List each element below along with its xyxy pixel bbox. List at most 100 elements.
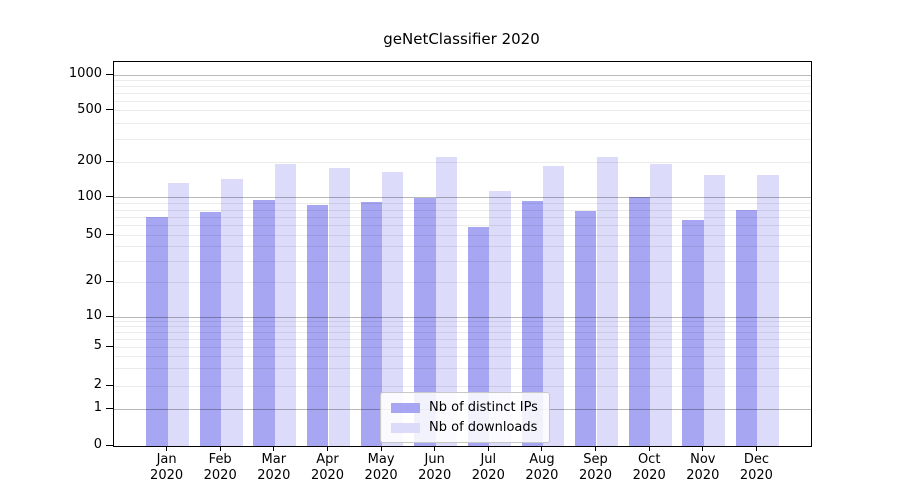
gridline-minor xyxy=(114,356,811,358)
gridline-minor xyxy=(114,86,811,88)
gridline-minor xyxy=(114,338,811,340)
y-tick-mark xyxy=(106,280,113,282)
bar-distinct-ips-jan xyxy=(146,217,168,446)
y-tick-label: 100 xyxy=(77,188,102,204)
y-tick-mark xyxy=(106,407,113,409)
gridline-minor xyxy=(114,203,811,205)
y-tick-mark xyxy=(106,315,113,317)
y-tick-label: 10 xyxy=(85,308,102,324)
gridline-minor xyxy=(114,80,811,82)
legend-swatch-downloads xyxy=(391,422,420,433)
gridline-major xyxy=(114,197,811,199)
legend-entry-distinct-ips: Nb of distinct IPs xyxy=(391,399,538,416)
bar-distinct-ips-sep xyxy=(575,210,597,446)
x-tick-mark xyxy=(166,446,168,451)
x-tick-mark xyxy=(327,446,328,451)
bars-layer xyxy=(114,62,811,446)
bar-downloads-aug xyxy=(542,166,565,446)
bar-distinct-ips-mar xyxy=(253,199,275,446)
x-tick-mark xyxy=(434,446,436,451)
y-tick-label: 0 xyxy=(93,437,102,452)
legend-entry-downloads: Nb of downloads xyxy=(391,419,538,436)
gridline-minor xyxy=(114,161,811,163)
legend-swatch-distinct-ips xyxy=(391,402,420,413)
chart-title: geNetClassifier 2020 xyxy=(383,30,540,48)
bar-distinct-ips-nov xyxy=(682,219,704,446)
x-tick-label-mar: Mar 2020 xyxy=(257,452,291,483)
bar-distinct-ips-jul xyxy=(467,226,490,446)
gridline-minor xyxy=(114,209,811,211)
y-tick-label: 1000 xyxy=(68,66,102,82)
gridline-minor xyxy=(114,321,811,323)
x-tick-mark xyxy=(595,446,596,451)
grid-layer xyxy=(114,62,811,446)
gridline-minor xyxy=(114,326,811,328)
x-tick-label-feb: Feb 2020 xyxy=(203,452,237,483)
legend-label-distinct-ips: Nb of distinct IPs xyxy=(429,400,538,415)
y-tick-mark xyxy=(106,109,113,111)
y-tick-mark xyxy=(106,444,113,446)
bar-downloads-sep xyxy=(596,156,618,446)
x-tick-mark xyxy=(541,446,543,451)
bar-downloads-dec xyxy=(757,175,779,446)
bar-distinct-ips-dec xyxy=(736,210,758,446)
x-tick-label-jul: Jul 2020 xyxy=(471,452,505,483)
x-tick-mark xyxy=(648,446,650,451)
y-tick-label: 50 xyxy=(85,226,102,242)
y-tick-mark xyxy=(106,345,113,347)
gridline-minor xyxy=(114,332,811,333)
bar-downloads-nov xyxy=(703,175,726,446)
bar-distinct-ips-apr xyxy=(307,204,329,446)
gridline-minor xyxy=(114,368,811,370)
x-tick-mark xyxy=(273,446,275,451)
gridline-minor xyxy=(114,216,811,218)
plot-area: Nb of distinct IPs Nb of downloads xyxy=(113,61,812,447)
gridline-minor xyxy=(114,100,811,102)
y-tick-mark xyxy=(106,234,113,235)
gridline-minor xyxy=(114,261,811,262)
gridline-minor xyxy=(114,122,811,124)
bar-distinct-ips-feb xyxy=(199,212,222,446)
y-tick-label: 500 xyxy=(77,101,102,117)
y-tick-label: 20 xyxy=(85,273,102,289)
legend-label-downloads: Nb of downloads xyxy=(429,420,538,435)
bar-distinct-ips-oct xyxy=(628,197,651,446)
gridline-minor xyxy=(114,225,811,227)
bar-downloads-jun xyxy=(435,156,458,446)
bar-downloads-jan xyxy=(167,182,189,446)
gridline-minor xyxy=(114,235,811,236)
gridline-minor xyxy=(114,246,811,248)
y-tick-mark xyxy=(106,384,113,386)
x-tick-mark xyxy=(380,446,382,451)
y-tick-label: 1 xyxy=(93,400,102,415)
bar-downloads-apr xyxy=(328,168,350,446)
bar-downloads-feb xyxy=(221,178,243,446)
x-tick-label-nov: Nov 2020 xyxy=(686,452,720,483)
bar-downloads-may xyxy=(382,172,404,446)
x-tick-label-apr: Apr 2020 xyxy=(310,452,345,483)
legend: Nb of distinct IPs Nb of downloads xyxy=(380,392,550,443)
x-tick-label-jan: Jan 2020 xyxy=(150,452,184,483)
x-tick-label-aug: Aug 2020 xyxy=(525,452,559,483)
bar-downloads-jul xyxy=(489,190,511,446)
bar-downloads-oct xyxy=(650,163,672,446)
y-tick-label: 200 xyxy=(77,153,102,169)
x-tick-mark xyxy=(755,446,757,451)
y-tick-mark xyxy=(106,160,113,162)
gridline-minor xyxy=(114,110,811,112)
gridline-minor xyxy=(114,93,811,94)
bar-distinct-ips-may xyxy=(360,201,383,446)
y-tick-mark xyxy=(106,73,113,75)
gridline-minor xyxy=(114,346,811,348)
gridline-minor xyxy=(114,385,811,387)
x-tick-label-sep: Sep 2020 xyxy=(578,452,613,483)
x-tick-mark xyxy=(487,446,489,451)
bar-distinct-ips-aug xyxy=(521,200,543,446)
x-tick-label-jun: Jun 2020 xyxy=(418,452,452,483)
y-tick-mark xyxy=(106,196,113,198)
y-tick-label: 5 xyxy=(93,338,102,354)
gridline-minor xyxy=(114,281,811,283)
x-tick-label-oct: Oct 2020 xyxy=(632,452,666,483)
gridline-major xyxy=(114,316,811,318)
